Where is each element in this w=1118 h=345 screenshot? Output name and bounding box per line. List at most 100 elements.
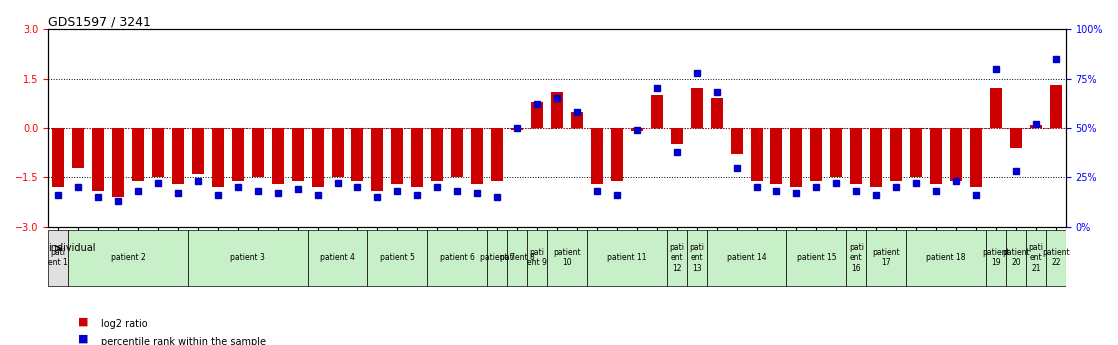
Bar <box>471 128 483 184</box>
Bar <box>172 128 183 184</box>
FancyBboxPatch shape <box>427 230 487 286</box>
Bar <box>231 128 244 181</box>
Bar <box>371 128 383 190</box>
FancyBboxPatch shape <box>527 230 547 286</box>
Text: pati
ent
12: pati ent 12 <box>670 243 684 273</box>
Bar <box>631 128 643 131</box>
Bar <box>351 128 363 181</box>
Bar <box>452 128 463 177</box>
Bar <box>970 128 982 187</box>
Text: patient
19: patient 19 <box>982 248 1010 267</box>
Text: ■: ■ <box>78 334 88 344</box>
Text: patient
10: patient 10 <box>553 248 580 267</box>
FancyBboxPatch shape <box>188 230 307 286</box>
Bar <box>571 111 582 128</box>
Bar <box>152 128 164 177</box>
Text: patient 8: patient 8 <box>500 253 534 262</box>
Bar <box>211 128 224 187</box>
Bar <box>930 128 942 184</box>
Text: pati
ent
16: pati ent 16 <box>849 243 864 273</box>
Text: patient 18: patient 18 <box>927 253 966 262</box>
Bar <box>312 128 323 187</box>
FancyBboxPatch shape <box>707 230 786 286</box>
FancyBboxPatch shape <box>786 230 846 286</box>
FancyBboxPatch shape <box>547 230 587 286</box>
Bar <box>770 128 783 184</box>
Bar <box>411 128 424 187</box>
Text: patient 6: patient 6 <box>439 253 475 262</box>
Bar <box>292 128 304 181</box>
Bar <box>531 102 543 128</box>
FancyBboxPatch shape <box>907 230 986 286</box>
FancyBboxPatch shape <box>1045 230 1065 286</box>
FancyBboxPatch shape <box>508 230 527 286</box>
Bar <box>73 128 84 168</box>
Text: individual: individual <box>48 244 96 254</box>
Bar <box>730 128 742 154</box>
Text: pati
ent 9: pati ent 9 <box>527 248 547 267</box>
Bar <box>989 88 1002 128</box>
Text: patient
20: patient 20 <box>1002 248 1030 267</box>
Bar <box>272 128 284 184</box>
Bar <box>252 128 264 177</box>
Bar <box>671 128 683 145</box>
Text: ■: ■ <box>78 316 88 326</box>
FancyBboxPatch shape <box>307 230 368 286</box>
Bar <box>391 128 404 184</box>
Bar <box>332 128 343 177</box>
Bar <box>112 128 124 197</box>
Bar <box>192 128 203 174</box>
Text: patient 15: patient 15 <box>796 253 836 262</box>
Bar <box>910 128 922 177</box>
Text: patient
17: patient 17 <box>872 248 900 267</box>
Bar <box>432 128 443 181</box>
FancyBboxPatch shape <box>866 230 907 286</box>
Bar <box>511 128 523 130</box>
FancyBboxPatch shape <box>1026 230 1045 286</box>
Bar <box>651 95 663 128</box>
Bar <box>711 98 722 128</box>
Text: patient 11: patient 11 <box>607 253 646 262</box>
Bar <box>831 128 842 177</box>
Bar <box>1010 128 1022 148</box>
Text: patient
22: patient 22 <box>1042 248 1070 267</box>
Text: log2 ratio: log2 ratio <box>101 319 148 329</box>
FancyBboxPatch shape <box>368 230 427 286</box>
Bar <box>950 128 961 181</box>
FancyBboxPatch shape <box>1006 230 1026 286</box>
Bar <box>1050 85 1062 128</box>
Text: patient 3: patient 3 <box>230 253 265 262</box>
Bar <box>53 128 64 187</box>
Text: pati
ent
21: pati ent 21 <box>1029 243 1043 273</box>
FancyBboxPatch shape <box>686 230 707 286</box>
FancyBboxPatch shape <box>846 230 866 286</box>
FancyBboxPatch shape <box>48 230 68 286</box>
Text: pati
ent
13: pati ent 13 <box>689 243 704 273</box>
Text: patient 5: patient 5 <box>380 253 415 262</box>
Text: percentile rank within the sample: percentile rank within the sample <box>101 337 266 345</box>
Bar <box>890 128 902 181</box>
FancyBboxPatch shape <box>487 230 508 286</box>
Bar <box>691 88 702 128</box>
FancyBboxPatch shape <box>986 230 1006 286</box>
Text: patient 14: patient 14 <box>727 253 766 262</box>
FancyBboxPatch shape <box>666 230 686 286</box>
FancyBboxPatch shape <box>68 230 188 286</box>
Bar <box>851 128 862 184</box>
Bar <box>1030 125 1042 128</box>
Bar <box>750 128 762 181</box>
FancyBboxPatch shape <box>587 230 666 286</box>
Bar <box>870 128 882 187</box>
Bar <box>92 128 104 190</box>
Text: GDS1597 / 3241: GDS1597 / 3241 <box>48 15 151 28</box>
Text: patient 7: patient 7 <box>480 253 514 262</box>
Bar <box>591 128 603 184</box>
Text: patient 4: patient 4 <box>320 253 354 262</box>
Bar <box>610 128 623 181</box>
Bar <box>132 128 144 181</box>
Text: pati
ent 1: pati ent 1 <box>48 248 68 267</box>
Bar <box>811 128 823 181</box>
Bar <box>491 128 503 181</box>
Bar <box>790 128 803 187</box>
Text: patient 2: patient 2 <box>111 253 145 262</box>
